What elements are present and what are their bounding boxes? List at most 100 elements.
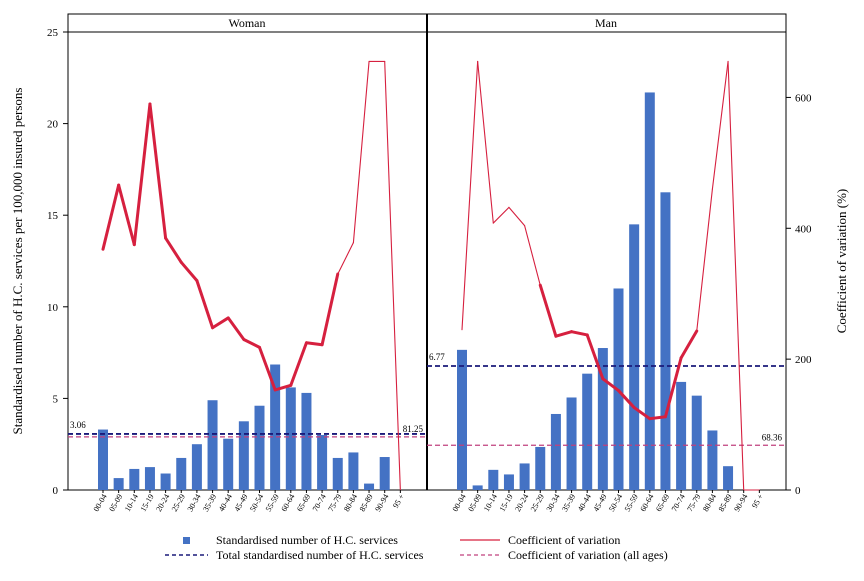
y-right-tick-label-1: 200 bbox=[795, 354, 812, 366]
y-left-tick-label-1: 5 bbox=[53, 393, 59, 405]
bar-woman-50-54 bbox=[254, 405, 265, 490]
legend-label-bars: Standardised number of H.C. services bbox=[216, 533, 398, 547]
y-left-tick-label-3: 15 bbox=[47, 210, 59, 222]
y-axis-right-title: Coefficient of variation (%) bbox=[834, 189, 849, 334]
bar-man-35-39 bbox=[566, 397, 577, 490]
bar-woman-75-79 bbox=[332, 457, 343, 490]
y-left-tick-label-5: 25 bbox=[47, 27, 59, 39]
bar-woman-85-89 bbox=[364, 483, 375, 490]
bar-man-85-89 bbox=[723, 466, 734, 490]
cv-segment-man-3 bbox=[508, 206, 526, 227]
legend-label-cv-all: Coefficient of variation (all ages) bbox=[508, 548, 668, 562]
cv-segment-woman-8 bbox=[226, 316, 246, 342]
bar-woman-40-44 bbox=[223, 438, 234, 490]
cv-segment-woman-18 bbox=[384, 60, 401, 491]
bar-man-60-64 bbox=[644, 92, 655, 491]
legend: Standardised number of H.C. services Coe… bbox=[165, 533, 668, 562]
total-value-label-man: 6.77 bbox=[429, 352, 445, 362]
cv-segment-woman-4 bbox=[164, 236, 183, 264]
bar-woman-55-59 bbox=[270, 364, 281, 490]
cv-segment-man-0 bbox=[461, 60, 479, 331]
panel-title-woman: Woman bbox=[228, 16, 265, 30]
bar-man-20-24 bbox=[519, 463, 530, 490]
bar-man-65-69 bbox=[660, 192, 671, 491]
cv-segment-man-1 bbox=[477, 60, 494, 224]
legend-swatch-bars bbox=[183, 537, 190, 544]
bar-man-05-09 bbox=[472, 485, 483, 490]
bar-man-25-29 bbox=[535, 446, 546, 490]
cv-segment-man-7 bbox=[570, 330, 589, 337]
bar-woman-80-84 bbox=[348, 452, 359, 490]
cv-segment-man-9 bbox=[601, 377, 620, 393]
cv-segment-woman-1 bbox=[117, 183, 136, 247]
cv-segment-man-15 bbox=[696, 188, 713, 332]
bar-woman-70-74 bbox=[317, 435, 328, 490]
cv-segment-man-4 bbox=[524, 225, 541, 286]
y-right-tick-label-2: 400 bbox=[795, 223, 812, 235]
cv-segment-woman-15 bbox=[337, 242, 354, 275]
bar-woman-00-04 bbox=[98, 429, 108, 490]
legend-label-cv: Coefficient of variation bbox=[508, 533, 620, 547]
cv-all-value-label-man: 68.36 bbox=[762, 432, 783, 442]
y-left-tick-label-0: 0 bbox=[53, 485, 59, 497]
cv-segment-man-8 bbox=[585, 333, 605, 381]
cv-segment-woman-0 bbox=[101, 183, 121, 251]
bar-man-55-59 bbox=[629, 224, 640, 491]
total-value-label-woman: 3.06 bbox=[70, 420, 86, 430]
bar-man-30-34 bbox=[550, 413, 561, 490]
cv-segment-woman-6 bbox=[195, 279, 215, 330]
cv-segment-woman-12 bbox=[289, 341, 308, 387]
cv-segment-man-10 bbox=[617, 389, 636, 410]
y-axis-left-title: Standardised number of H.C. services per… bbox=[10, 88, 25, 435]
cv-segment-woman-14 bbox=[320, 272, 340, 347]
cv-segment-man-12 bbox=[648, 415, 667, 421]
cv-segment-woman-7 bbox=[211, 316, 230, 330]
bar-man-80-84 bbox=[707, 430, 718, 490]
cv-segment-woman-11 bbox=[273, 383, 293, 392]
cv-segment-man-5 bbox=[538, 283, 558, 338]
cv-segment-man-11 bbox=[632, 406, 652, 421]
bar-woman-05-09 bbox=[113, 478, 124, 490]
cv-segment-man-6 bbox=[554, 330, 574, 338]
bar-woman-20-24 bbox=[160, 473, 171, 490]
bar-woman-25-29 bbox=[176, 457, 187, 490]
cv-all-value-label-woman: 81.25 bbox=[403, 424, 424, 434]
cv-segment-woman-13 bbox=[304, 341, 324, 347]
bar-woman-15-19 bbox=[144, 467, 155, 490]
panel-title-man: Man bbox=[595, 16, 617, 30]
bar-man-45-49 bbox=[597, 348, 608, 490]
cv-segment-woman-16 bbox=[352, 60, 370, 244]
bar-man-40-44 bbox=[582, 373, 593, 490]
cv-segment-man-13 bbox=[663, 356, 683, 419]
bar-man-70-74 bbox=[676, 381, 687, 490]
bar-woman-30-34 bbox=[191, 444, 202, 490]
cv-segment-man-14 bbox=[679, 329, 699, 360]
bar-man-10-14 bbox=[488, 469, 499, 490]
cv-segment-man-2 bbox=[492, 206, 510, 224]
bar-woman-65-69 bbox=[301, 392, 312, 490]
cv-segment-woman-3 bbox=[148, 102, 168, 240]
chart-marks: 3.06 81.25 6.77 68.36 bbox=[68, 60, 786, 491]
cv-segment-man-16 bbox=[711, 60, 729, 190]
bar-woman-90-94 bbox=[379, 457, 390, 490]
bar-woman-60-64 bbox=[285, 387, 296, 490]
y-right-tick-label-3: 600 bbox=[795, 92, 812, 104]
cv-segment-woman-2 bbox=[132, 102, 152, 247]
bar-woman-10-14 bbox=[129, 468, 140, 490]
bar-woman-45-49 bbox=[238, 421, 249, 490]
legend-label-total: Total standardised number of H.C. servic… bbox=[216, 548, 424, 562]
bar-woman-35-39 bbox=[207, 400, 218, 490]
bar-man-00-04 bbox=[457, 349, 467, 490]
y-left-tick-label-4: 20 bbox=[47, 119, 59, 131]
cv-segment-woman-10 bbox=[258, 345, 277, 392]
bar-man-75-79 bbox=[691, 395, 702, 490]
cv-segment-man-17 bbox=[727, 60, 745, 491]
cv-segment-woman-5 bbox=[179, 260, 199, 283]
y-left-tick-label-2: 10 bbox=[47, 302, 59, 314]
y-right-tick-label-0: 0 bbox=[795, 485, 801, 497]
cv-segment-woman-9 bbox=[242, 338, 261, 349]
bar-man-15-19 bbox=[503, 474, 514, 490]
